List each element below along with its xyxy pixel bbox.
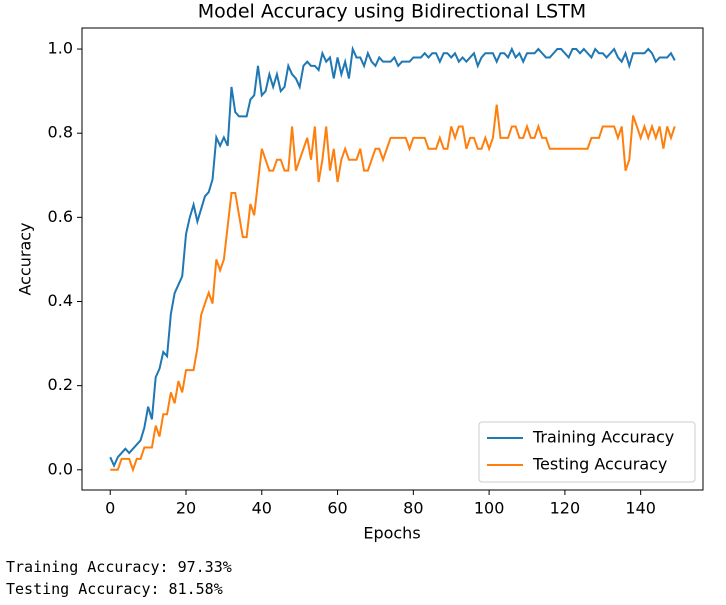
output-line: Training Accuracy: 97.33% bbox=[6, 558, 232, 576]
x-tick-label: 140 bbox=[625, 499, 656, 518]
output-line: Testing Accuracy: 81.58% bbox=[6, 580, 223, 598]
x-tick-label: 100 bbox=[474, 499, 505, 518]
chart-title: Model Accuracy using Bidirectional LSTM bbox=[198, 1, 586, 23]
y-tick-label: 0.0 bbox=[48, 459, 73, 478]
x-axis-label: Epochs bbox=[363, 524, 420, 543]
chart: Model Accuracy using Bidirectional LSTM … bbox=[16, 1, 704, 543]
legend: Training Accuracy Testing Accuracy bbox=[478, 421, 696, 483]
x-tick-label: 120 bbox=[550, 499, 581, 518]
console-output: Training Accuracy: 97.33% Testing Accurac… bbox=[6, 556, 232, 600]
line-series bbox=[109, 45, 676, 469]
y-axis-label: Accuracy bbox=[16, 222, 35, 295]
plot-frame bbox=[81, 27, 704, 491]
x-tick-label: 20 bbox=[176, 499, 196, 518]
y-tick-label: 0.6 bbox=[48, 207, 73, 226]
legend-label: Testing Accuracy bbox=[532, 455, 667, 474]
x-tick-label: 80 bbox=[403, 499, 423, 518]
x-tick-label: 60 bbox=[327, 499, 347, 518]
x-tick-label: 0 bbox=[105, 499, 115, 518]
y-tick-label: 1.0 bbox=[48, 39, 73, 58]
y-tick-label: 0.4 bbox=[48, 291, 73, 310]
y-tick-label: 0.2 bbox=[48, 375, 73, 394]
y-tick-label: 0.8 bbox=[48, 123, 73, 142]
x-tick-label: 40 bbox=[252, 499, 272, 518]
legend-box bbox=[478, 421, 696, 483]
legend-label: Training Accuracy bbox=[532, 428, 674, 447]
line-series bbox=[110, 104, 676, 473]
